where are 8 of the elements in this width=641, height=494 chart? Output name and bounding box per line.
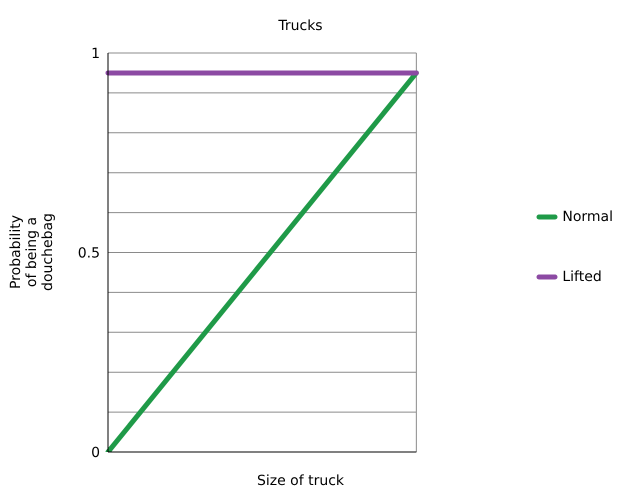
y-tick-label: 1 xyxy=(91,46,100,62)
y-axis-title: Probability of being a douchebag xyxy=(8,213,56,291)
y-tick-label: 0 xyxy=(91,444,100,461)
y-tick-label: 0.5 xyxy=(78,245,100,262)
legend-label: Lifted xyxy=(562,269,602,285)
x-axis-title: Size of truck xyxy=(256,473,346,489)
chart-title: Trucks xyxy=(277,18,324,34)
legend-label: Normal xyxy=(562,209,613,225)
